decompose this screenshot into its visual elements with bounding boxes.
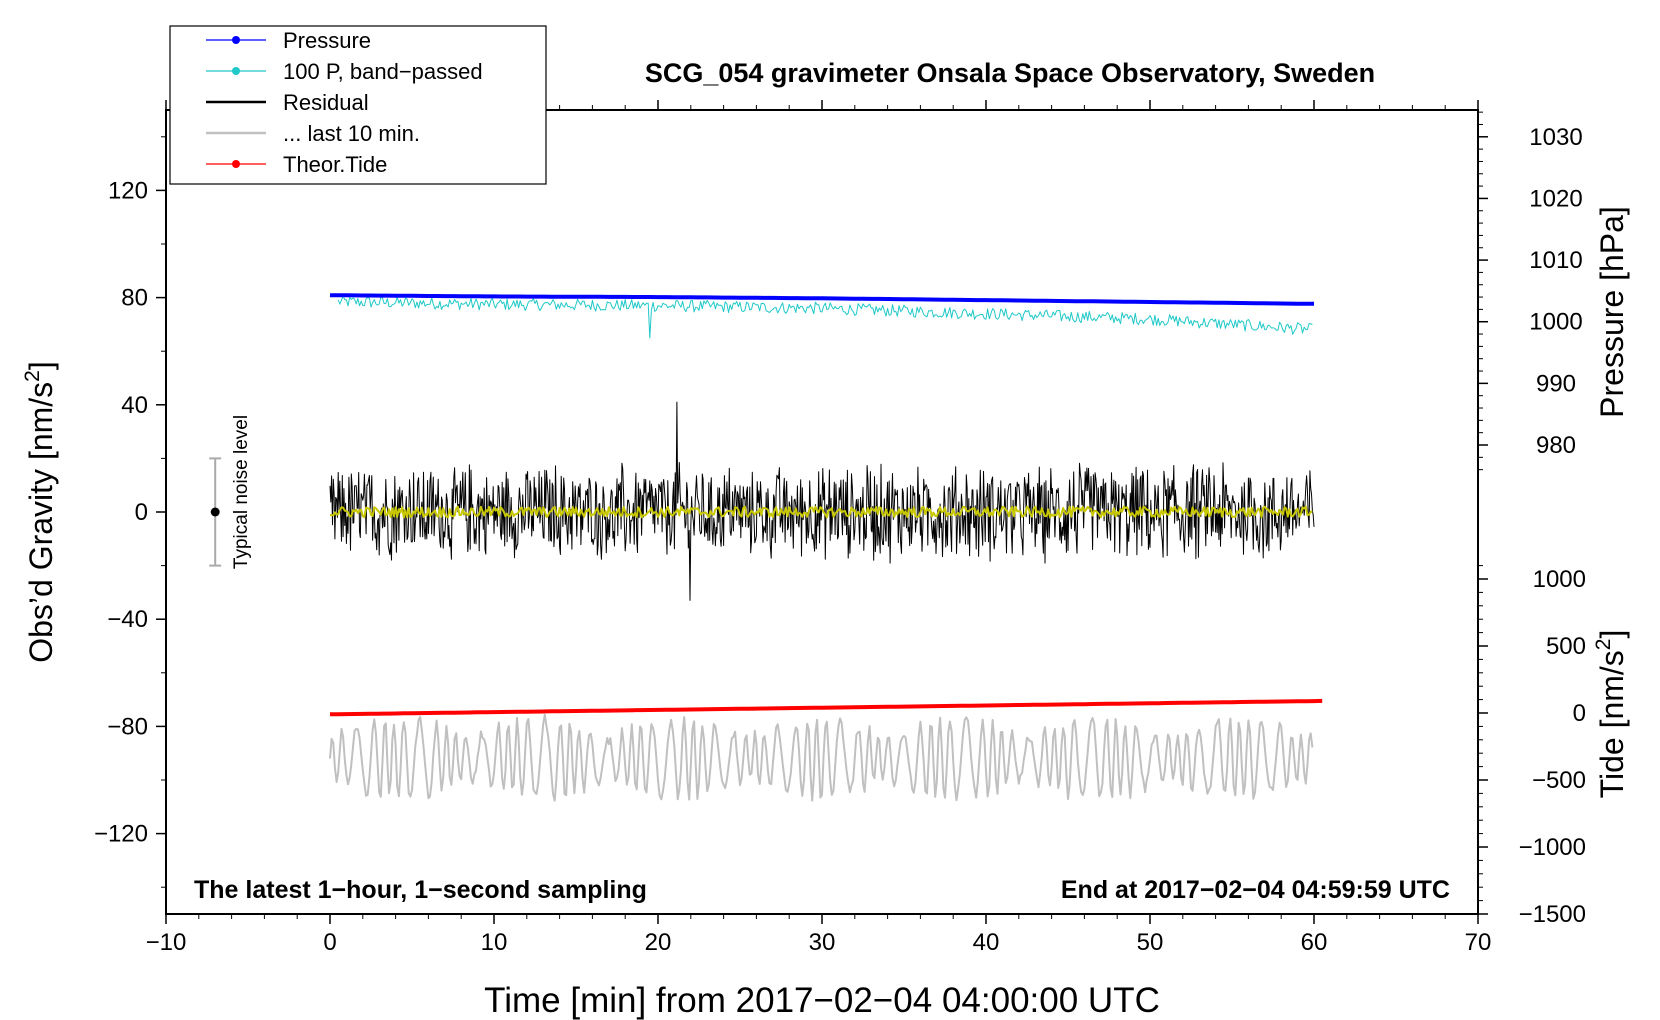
series-pressure — [329, 293, 1314, 306]
annotation-bottom-right: End at 2017−02−04 04:59:59 UTC — [1061, 876, 1450, 904]
left-axis: 120 80 40 0 −40 −80 −120 — [94, 136, 166, 888]
x-tick-label: 70 — [1465, 929, 1492, 956]
x-tick-label: 50 — [1137, 929, 1164, 956]
svg-text:Pressure: Pressure — [283, 28, 371, 53]
series-layer — [329, 293, 1323, 802]
svg-text:Residual: Residual — [283, 90, 369, 115]
tide-tick-label: −500 — [1532, 767, 1586, 794]
series-band-passed-pressure — [337, 295, 1313, 339]
legend-item-theor-tide: Theor.Tide — [206, 152, 387, 177]
noise-bar-label: Typical noise level — [231, 415, 252, 569]
left-tick-label: 0 — [135, 499, 148, 526]
tide-axis-label: Tide [nm/s2] — [1592, 630, 1630, 799]
x-axis-label: Time [min] from 2017−02−04 04:00:00 UTC — [484, 981, 1160, 1020]
left-tick-label: −120 — [94, 821, 148, 848]
x-tick-label: 0 — [323, 929, 336, 956]
tide-tick-label: −1500 — [1519, 901, 1586, 928]
legend-marker — [232, 67, 240, 75]
x-tick-label: 30 — [809, 929, 836, 956]
legend-box — [169, 25, 547, 185]
x-tick-label: 60 — [1301, 929, 1328, 956]
series-theor-tide — [329, 698, 1323, 717]
tide-tick-label: −1000 — [1519, 834, 1586, 861]
x-tick-label: 40 — [973, 929, 1000, 956]
pressure-tick-label: 980 — [1536, 432, 1576, 459]
left-tick-label: 40 — [121, 392, 148, 419]
series-last-10-min — [329, 713, 1314, 802]
legend: Pressure 100 P, band−passed Residual ...… — [169, 25, 547, 185]
tide-tick-label: 500 — [1546, 633, 1586, 660]
chart-title: SCG_054 gravimeter Onsala Space Observat… — [645, 58, 1375, 88]
left-axis-label: Obs’d Gravity [nm/s2] — [21, 361, 59, 663]
svg-text:Theor.Tide: Theor.Tide — [283, 152, 387, 177]
pressure-tick-label: 1010 — [1529, 247, 1582, 274]
x-tick-label: −10 — [146, 929, 187, 956]
pressure-tick-label: 990 — [1536, 370, 1576, 397]
legend-item-band-passed: 100 P, band−passed — [206, 59, 483, 84]
tide-axis: 1000 500 0 −500 −1000 −1500 — [1478, 565, 1586, 928]
left-tick-label: 120 — [108, 177, 148, 204]
pressure-tick-label: 1020 — [1529, 185, 1582, 212]
pressure-tick-label: 1000 — [1529, 309, 1582, 336]
legend-item-last-10-min: ... last 10 min. — [206, 121, 420, 146]
legend-marker — [232, 160, 240, 168]
pressure-tick-label: 1030 — [1529, 124, 1582, 151]
legend-item-pressure: Pressure — [206, 28, 371, 53]
x-axis: −10 0 10 20 30 40 50 60 70 — [146, 100, 1492, 956]
x-tick-label: 10 — [481, 929, 508, 956]
series-smoothed-residual — [330, 505, 1313, 519]
left-tick-label: −40 — [107, 606, 148, 633]
svg-text:100 P, band−passed: 100 P, band−passed — [283, 59, 483, 84]
annotation-bottom-left: The latest 1−hour, 1−second sampling — [194, 876, 647, 904]
left-tick-label: −80 — [107, 713, 148, 740]
x-tick-label: 20 — [645, 929, 672, 956]
noise-bar-dot — [210, 507, 220, 517]
series-residual — [329, 401, 1315, 601]
pressure-axis: 1030 1020 1010 1000 990 980 — [1478, 111, 1583, 471]
legend-marker — [232, 36, 240, 44]
left-tick-label: 80 — [121, 285, 148, 312]
legend-item-residual: Residual — [206, 90, 369, 115]
noise-bar: Typical noise level — [209, 415, 252, 569]
svg-text:... last 10 min.: ... last 10 min. — [283, 121, 420, 146]
tide-tick-label: 0 — [1573, 700, 1586, 727]
pressure-axis-label: Pressure [hPa] — [1594, 206, 1630, 418]
tide-tick-label: 1000 — [1533, 566, 1586, 593]
